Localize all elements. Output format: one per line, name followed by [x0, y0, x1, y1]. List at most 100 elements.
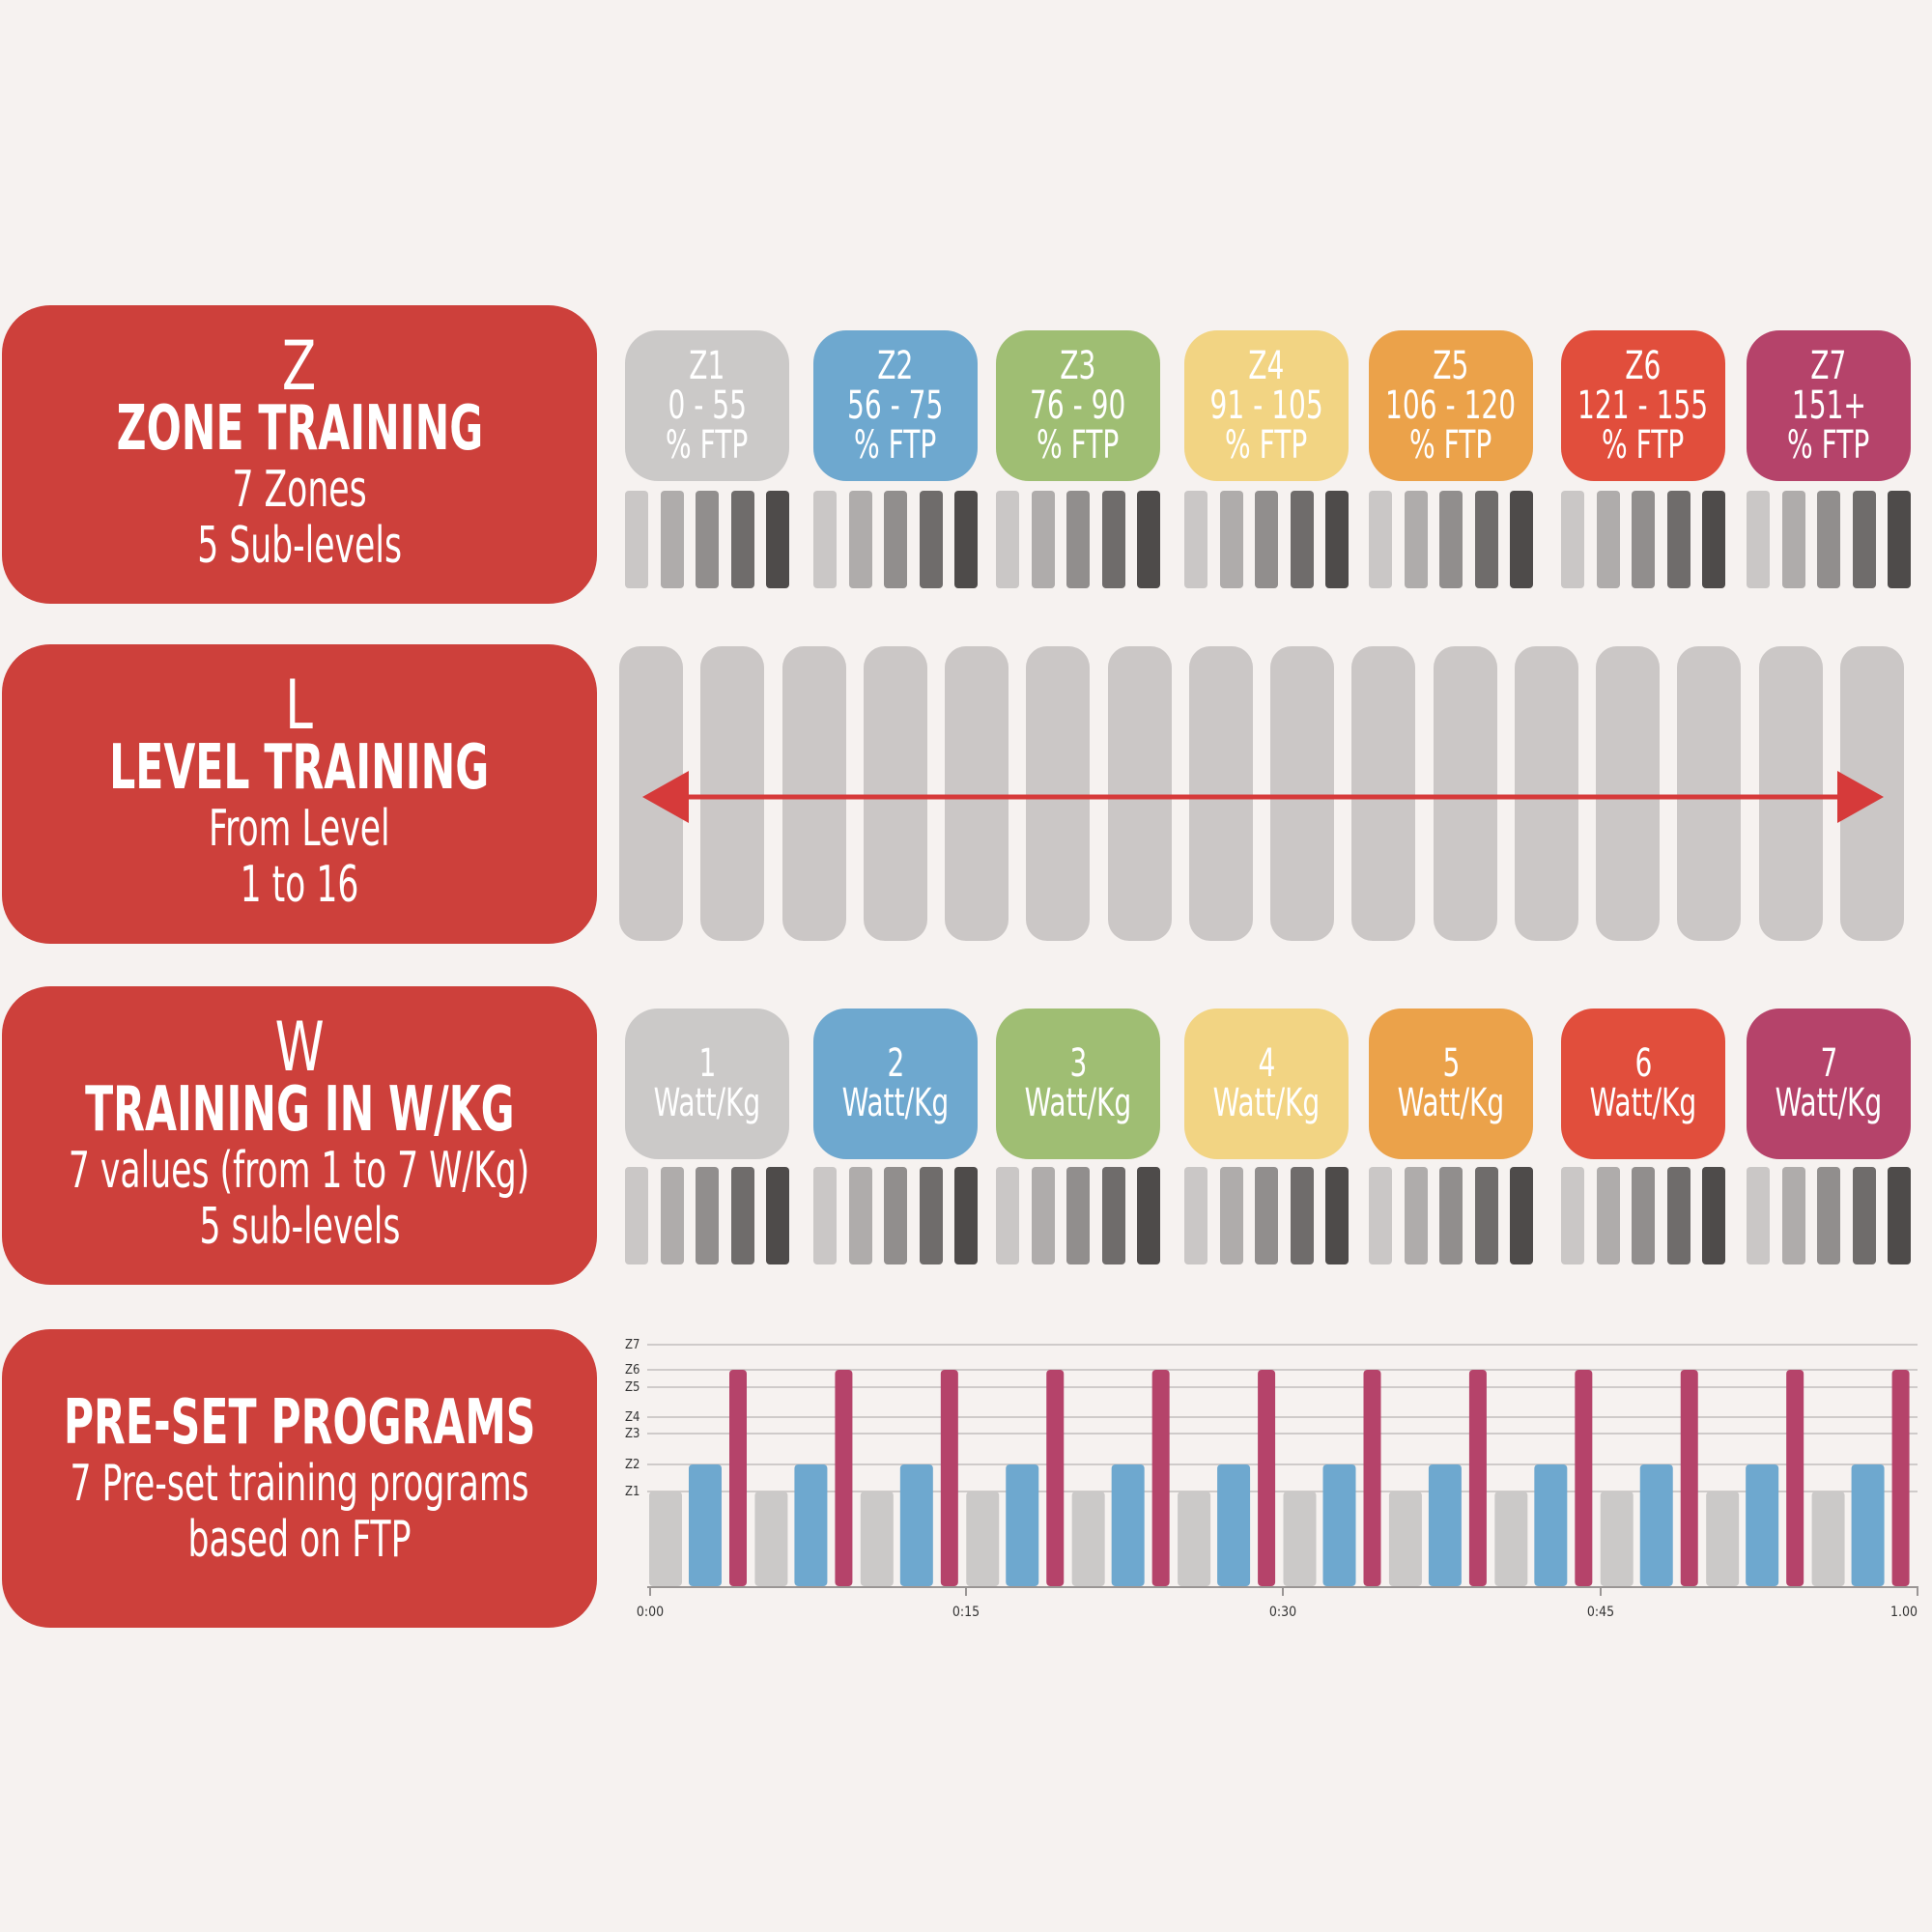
- program-bar-z6: [1046, 1370, 1065, 1586]
- level-bar-1: [619, 646, 683, 941]
- zone-sub-level-bar: [1666, 491, 1690, 588]
- program-bar-z1: [1388, 1492, 1422, 1586]
- program-bar-z6: [1891, 1370, 1910, 1586]
- zone-sub-level-bar: [766, 491, 789, 588]
- zone-tile-7: Z7 151+% FTP: [1747, 330, 1911, 481]
- zone-tile-range: 56 - 75: [847, 383, 944, 428]
- wkg-sub-level-bar: [1747, 1167, 1770, 1264]
- zone-tile-id: Z5: [1433, 343, 1469, 388]
- zone-tile-unit: % FTP: [1602, 422, 1685, 468]
- wkg-sub-level-bar: [766, 1167, 789, 1264]
- wkg-sub-level-bar: [848, 1167, 872, 1264]
- program-bar-z6: [1468, 1370, 1487, 1586]
- zone-tile-unit: % FTP: [1225, 422, 1308, 468]
- y-axis-label: Z3: [625, 1427, 639, 1441]
- wkg-sub-level-bar: [1184, 1167, 1208, 1264]
- wkg-tile-unit: Watt/Kg: [1775, 1081, 1883, 1125]
- wkg-tile-unit: Watt/Kg: [1589, 1081, 1697, 1125]
- program-bar-z1: [1494, 1492, 1528, 1586]
- zone-sub-level-bar: [1510, 491, 1533, 588]
- zone-sub-level-bar: [730, 491, 754, 588]
- zone-sub-level-bar: [1325, 491, 1349, 588]
- program-bar-z2: [794, 1464, 828, 1586]
- program-bar-z2: [1111, 1464, 1145, 1586]
- zone-sub-level-bar: [1137, 491, 1160, 588]
- wkg-tile-value: 2: [887, 1041, 904, 1086]
- wkg-training-letter: W: [274, 1007, 325, 1087]
- wkg-sub-level-bar: [1219, 1167, 1243, 1264]
- wkg-sub-level-bar: [1474, 1167, 1498, 1264]
- level-bar-16: [1840, 646, 1904, 941]
- wkg-sub-level-bar: [696, 1167, 719, 1264]
- program-bar-z6: [1575, 1370, 1593, 1586]
- preset-program-chart: Z1 Z2 Z3 Z4 Z5 Z6 Z7 0:00 0:15 0:30 0:45 1.00: [625, 1338, 1918, 1620]
- zone-sub-level-bar: [1290, 491, 1314, 588]
- wkg-tile-2: 2 Watt/Kg: [813, 1009, 978, 1159]
- wkg-tile-unit: Watt/Kg: [1397, 1081, 1505, 1125]
- program-bar-z2: [1322, 1464, 1356, 1586]
- wkg-tile-unit: Watt/Kg: [1212, 1081, 1321, 1125]
- zone-tile-5: Z5 106 - 120% FTP: [1369, 330, 1533, 481]
- level-training-line1: From Level: [209, 800, 390, 858]
- zone-sub-level-bar: [884, 491, 907, 588]
- zone-tile-id: Z2: [877, 343, 914, 388]
- program-bar-z1: [1071, 1492, 1105, 1586]
- wkg-sub-level-bar: [1596, 1167, 1620, 1264]
- wkg-sub-level-bar: [996, 1167, 1019, 1264]
- level-bar-3: [781, 646, 846, 941]
- wkg-tile-value: 1: [698, 1041, 716, 1086]
- program-bar-z1: [1811, 1492, 1845, 1586]
- zone-sub-level-bar: [996, 491, 1019, 588]
- level-bar-10: [1351, 646, 1416, 941]
- zone-tile-unit: % FTP: [854, 422, 937, 468]
- wkg-sub-level-bar: [730, 1167, 754, 1264]
- y-axis-label: Z4: [625, 1410, 639, 1425]
- level-bar-8: [1188, 646, 1253, 941]
- program-bar-z2: [1851, 1464, 1885, 1586]
- wkg-sub-level-bar: [1369, 1167, 1392, 1264]
- wkg-sub-level-bar: [1101, 1167, 1125, 1264]
- wkg-tile-value: 5: [1442, 1041, 1460, 1086]
- zone-sub-level-bar: [1101, 491, 1125, 588]
- wkg-sub-level-bar: [954, 1167, 978, 1264]
- wkg-sub-level-bar: [1137, 1167, 1160, 1264]
- program-bar-z2: [899, 1464, 933, 1586]
- wkg-sub-level-bar: [1561, 1167, 1584, 1264]
- zone-sub-level-bar: [625, 491, 648, 588]
- wkg-sub-level-bar: [1852, 1167, 1876, 1264]
- wkg-training-line1: 7 values (from 1 to 7 W/Kg): [69, 1141, 530, 1200]
- program-bar-z1: [649, 1492, 682, 1586]
- program-bar-z2: [1006, 1464, 1039, 1586]
- zone-sub-level-bar: [1747, 491, 1770, 588]
- zone-sub-level-bar: [1596, 491, 1620, 588]
- program-bar-z1: [1283, 1492, 1317, 1586]
- program-bar-z1: [1178, 1492, 1211, 1586]
- zone-training-line2: 5 Sub-levels: [197, 516, 402, 575]
- zone-tile-3: Z3 76 - 90% FTP: [996, 330, 1160, 481]
- x-tick-label: 0:15: [952, 1605, 980, 1620]
- program-bar-z1: [1600, 1492, 1634, 1586]
- zone-tile-unit: % FTP: [666, 422, 749, 468]
- program-bar-z6: [1258, 1370, 1276, 1586]
- zone-sub-level-bar: [1369, 491, 1392, 588]
- preset-programs-label: PRE-SET PROGRAMS 7 Pre-set training prog…: [2, 1329, 597, 1628]
- wkg-tile-7: 7 Watt/Kg: [1747, 1009, 1911, 1159]
- program-bar-z2: [1746, 1464, 1779, 1586]
- zone-tile-id: Z1: [689, 343, 725, 388]
- zone-tile-2: Z2 56 - 75% FTP: [813, 330, 978, 481]
- level-bar-15: [1758, 646, 1823, 941]
- program-bar-z2: [1534, 1464, 1568, 1586]
- wkg-tile-value: 6: [1634, 1041, 1652, 1086]
- zone-sub-level-bar: [1219, 491, 1243, 588]
- wkg-sub-level-bar: [813, 1167, 837, 1264]
- preset-programs-line1: 7 Pre-set training programs: [70, 1454, 529, 1513]
- program-bar-z6: [1786, 1370, 1804, 1586]
- zone-sub-level-bar: [1888, 491, 1911, 588]
- program-bar-z6: [1151, 1370, 1170, 1586]
- program-bar-z2: [1428, 1464, 1462, 1586]
- wkg-tile-3: 3 Watt/Kg: [996, 1009, 1160, 1159]
- zone-sub-level-bar: [1852, 491, 1876, 588]
- zone-tile-1: Z1 0 - 55% FTP: [625, 330, 789, 481]
- zone-tile-range: 0 - 55: [668, 383, 747, 428]
- zone-tile-unit: % FTP: [1409, 422, 1492, 468]
